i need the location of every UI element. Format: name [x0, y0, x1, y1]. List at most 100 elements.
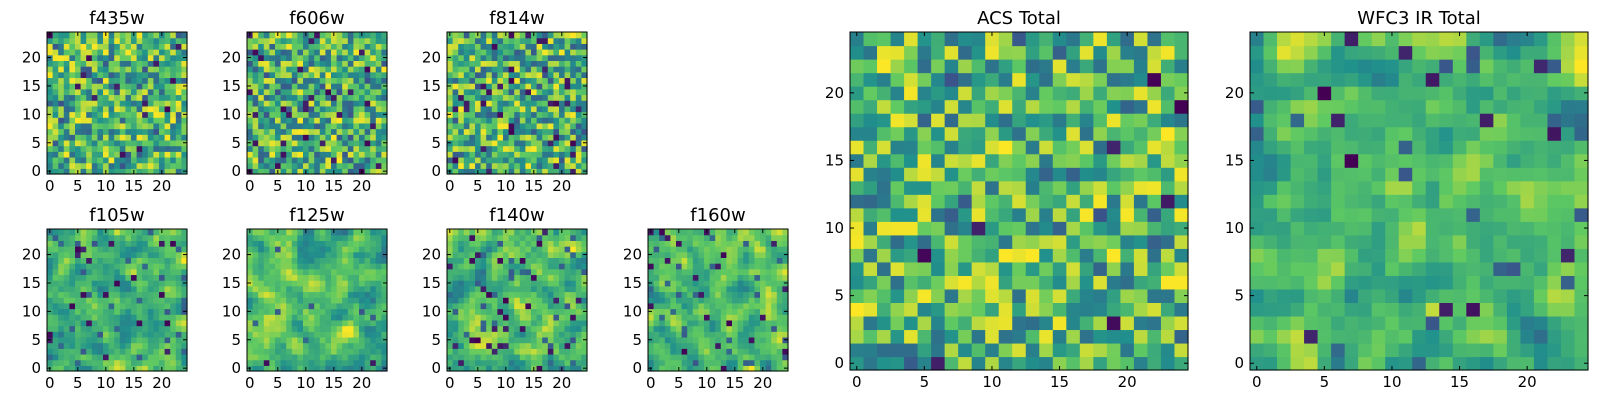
heatmap-cell: [771, 263, 778, 270]
heatmap-cell: [275, 49, 282, 56]
heatmap-cell: [737, 234, 744, 241]
heatmap-cell: [890, 275, 905, 290]
heatmap-cell: [653, 314, 660, 321]
heatmap-cell: [91, 240, 98, 247]
heatmap-cell: [125, 151, 132, 158]
heatmap-cell: [581, 162, 588, 169]
heatmap-cell: [480, 353, 487, 361]
heatmap-cell: [275, 105, 282, 113]
heatmap-cell: [370, 229, 377, 236]
x-tick-label: 15: [524, 374, 543, 392]
heatmap-cell: [103, 54, 110, 61]
heatmap-cell: [319, 365, 326, 372]
heatmap-cell: [342, 246, 349, 253]
heatmap-cell: [119, 246, 126, 253]
heatmap-cell: [1079, 248, 1094, 263]
heatmap-cell: [47, 274, 54, 281]
heatmap-cell: [536, 263, 543, 270]
heatmap-cell: [531, 263, 538, 270]
heatmap-cell: [181, 43, 188, 50]
heatmap-cell: [80, 111, 87, 118]
heatmap-cell: [91, 234, 98, 241]
heatmap-cell: [359, 234, 366, 241]
heatmap-cell: [153, 43, 160, 50]
heatmap-cell: [308, 134, 315, 141]
heatmap-cell: [676, 257, 683, 264]
heatmap-cell: [542, 240, 549, 247]
heatmap-cell: [519, 77, 526, 84]
heatmap-cell: [342, 325, 349, 332]
heatmap-cell: [575, 251, 582, 258]
heatmap-cell: [692, 365, 699, 372]
heatmap-cell: [364, 336, 371, 344]
heatmap-cell: [153, 71, 160, 79]
heatmap-cell: [164, 263, 171, 270]
heatmap-cell: [1160, 234, 1176, 249]
heatmap-cell: [103, 240, 110, 247]
heatmap-cell: [181, 94, 188, 101]
heatmap-cell: [125, 71, 132, 79]
heatmap-cell: [103, 49, 110, 56]
heatmap-cell: [52, 43, 59, 50]
heatmap-cell: [475, 43, 482, 50]
heatmap-cell: [131, 54, 138, 61]
y-tick-label: 10: [222, 302, 241, 320]
heatmap-cell: [782, 234, 789, 241]
heatmap-cell: [147, 314, 154, 321]
heatmap-cell: [559, 71, 566, 79]
heatmap-cell: [97, 49, 104, 56]
heatmap-cell: [447, 128, 454, 135]
heatmap-cell: [164, 365, 171, 372]
heatmap-cell: [269, 353, 276, 361]
heatmap-cell: [269, 348, 276, 355]
heatmap-cell: [497, 83, 504, 90]
heatmap-cell: [75, 66, 82, 73]
heatmap-cell: [52, 162, 59, 169]
heatmap-cell: [463, 297, 470, 304]
heatmap-cell: [698, 251, 705, 258]
heatmap-cell: [1066, 275, 1081, 290]
heatmap-cell: [536, 83, 543, 90]
heatmap-cell: [536, 308, 543, 315]
heatmap-cell: [86, 37, 93, 44]
heatmap-cell: [153, 246, 160, 253]
heatmap-cell: [342, 331, 349, 338]
heatmap-cell: [570, 128, 577, 135]
heatmap-cell: [519, 32, 526, 39]
heatmap-cell: [698, 365, 705, 372]
heatmap-cell: [381, 263, 388, 270]
heatmap-cell: [170, 331, 177, 338]
heatmap-cell: [497, 111, 504, 118]
heatmap-cell: [536, 100, 543, 107]
heatmap-cell: [765, 246, 772, 253]
heatmap-cell: [103, 94, 110, 101]
heatmap-cell: [469, 134, 476, 141]
panel-title: f814w: [489, 8, 544, 29]
heatmap-cell: [125, 94, 132, 101]
heatmap-cell: [497, 139, 504, 147]
heatmap-cell: [286, 234, 293, 241]
heatmap-cell: [1012, 194, 1027, 209]
heatmap-cell: [314, 162, 321, 169]
heatmap-cell: [1052, 248, 1067, 263]
heatmap-cell: [514, 66, 521, 73]
heatmap-cell: [319, 60, 326, 67]
heatmap-cell: [458, 325, 465, 332]
heatmap-cell: [252, 251, 259, 258]
heatmap-cell: [486, 308, 493, 315]
heatmap-cell: [469, 234, 476, 241]
heatmap-cell: [944, 207, 959, 222]
heatmap-cell: [342, 297, 349, 304]
heatmap-cell: [525, 274, 532, 281]
heatmap-cell: [247, 145, 254, 152]
heatmap-cell: [503, 151, 510, 158]
heatmap-cell: [147, 319, 154, 327]
heatmap-cell: [58, 257, 65, 264]
heatmap-cell: [564, 263, 571, 270]
heatmap-cell: [971, 302, 986, 317]
heatmap-cell: [709, 229, 716, 236]
heatmap-cell: [531, 94, 538, 101]
heatmap-cell: [1133, 221, 1149, 236]
heatmap-cell: [559, 268, 566, 276]
heatmap-cell: [80, 162, 87, 169]
